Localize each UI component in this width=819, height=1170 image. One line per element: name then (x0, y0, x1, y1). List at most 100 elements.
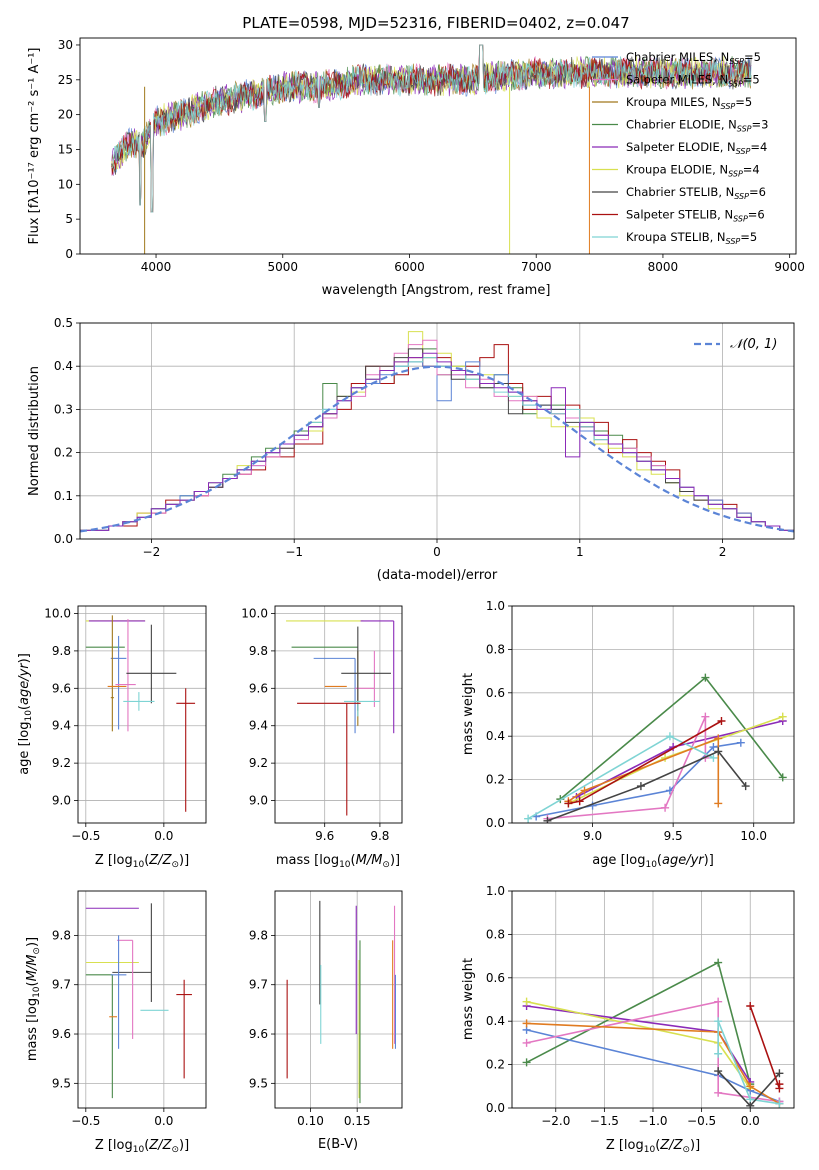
x-tick-label: −0.5 (71, 1114, 100, 1128)
legend-entry: Chabrier ELODIE, NSSP=3 (626, 118, 768, 134)
x-tick-label: 0.0 (154, 1114, 173, 1128)
x-tick-label: 0.0 (154, 829, 173, 843)
weight-point (564, 799, 573, 808)
label-part: )] (179, 1138, 189, 1153)
label-part: age [log (592, 853, 645, 868)
label-part: 10 (133, 1145, 145, 1155)
y-tick-label: 9.6 (249, 1027, 268, 1041)
y-tick-label: 0.2 (54, 446, 73, 460)
axes-frame (511, 890, 795, 1109)
weight-point (524, 814, 533, 823)
x-tick-label: 0.15 (344, 1114, 371, 1128)
weight-point (741, 782, 750, 791)
legend-tail: =6 (748, 208, 765, 222)
spectrum-line (111, 44, 752, 213)
y-axis-label: Flux [fλ10⁻¹⁷ erg cm⁻² s⁻¹ A⁻¹] (27, 48, 42, 245)
label-part: M/M (25, 955, 40, 982)
label-part: 10 (644, 1145, 656, 1155)
legend-entry: Chabrier STELIB, NSSP=6 (626, 185, 766, 201)
x-axis-label: mass [log10(M/M⊙)] (276, 853, 400, 870)
y-tick-label: 0.8 (486, 642, 505, 656)
weight-series-line (749, 1005, 781, 1089)
label-part: ( (657, 853, 662, 868)
x-tick-label: 2 (719, 545, 727, 559)
x-tick-label: 0.0 (741, 1114, 760, 1128)
y-tick-label: 9.5 (52, 1076, 71, 1090)
figure-title: PLATE=0598, MJD=52316, FIBERID=0402, z=0… (242, 14, 629, 32)
weight-point (714, 734, 723, 743)
label-part: ⊙ (382, 860, 390, 870)
label-part: age/yr (662, 853, 705, 868)
label-part: ( (17, 705, 32, 710)
mass-vs-ebv-panel: 0.10 0.15 9.5 9.6 9.7 9.8 E(B-V) (249, 890, 403, 1152)
weight-point (746, 1002, 755, 1011)
weight-point (714, 1049, 723, 1058)
label-part: )] (179, 853, 189, 868)
y-tick-label: 9.8 (249, 928, 268, 942)
y-tick-label: 0.0 (486, 816, 505, 830)
legend-name: Salpeter ELODIE, N (626, 140, 736, 154)
label-part: ( (144, 853, 149, 868)
plot-area (80, 331, 794, 539)
y-tick-label: 0.0 (54, 532, 73, 546)
y-tick-label: 0 (65, 247, 73, 261)
x-tick-label: −1.0 (638, 1114, 667, 1128)
y-tick-label: 9.0 (249, 794, 268, 808)
plot-area (111, 44, 752, 254)
y-tick-label: 0.4 (54, 359, 73, 373)
legend-name: Salpeter STELIB, N (626, 208, 733, 222)
legend-sub: SSP (729, 57, 744, 66)
label-part: ⊙ (32, 947, 42, 955)
label-part: 10 (645, 860, 657, 870)
legend-sub: SSP (726, 237, 741, 246)
plot-area (85, 903, 192, 1099)
y-tick-label: 9.8 (249, 644, 268, 658)
plot-area (286, 900, 397, 1104)
axes-frame (77, 605, 207, 824)
y-tick-label: 9.7 (249, 978, 268, 992)
x-axis-label: Z [log10(Z/Z⊙)] (606, 1138, 700, 1155)
legend-entry: Kroupa STELIB, NSSP=5 (626, 230, 757, 246)
y-axis-label: mass [log10(M/M⊙)] (25, 937, 42, 1061)
label-part: )] (25, 937, 40, 947)
y-tick-label: 9.8 (52, 644, 71, 658)
label-part: )] (704, 853, 714, 868)
y-tick-label: 0.8 (486, 927, 505, 941)
label-part: ( (351, 853, 356, 868)
weight-point (714, 799, 723, 808)
weight-series-line (526, 961, 751, 1085)
legend-sub: SSP (737, 125, 752, 134)
y-tick-label: 10.0 (44, 606, 71, 620)
x-tick-label: 7000 (521, 260, 552, 274)
weight-point (665, 732, 674, 741)
weight-series-line (567, 737, 720, 804)
legend-entry: Salpeter MILES, NSSP=5 (626, 73, 760, 89)
y-tick-label: 30 (58, 38, 73, 52)
legend-tail: =3 (752, 118, 769, 132)
label-part: age/yr (17, 662, 32, 705)
y-tick-label: 10 (58, 177, 73, 191)
legend-name: Salpeter MILES, N (626, 73, 728, 87)
weight-point (636, 782, 645, 791)
legend-name: Kroupa STELIB, N (626, 230, 726, 244)
label-part: Z/Z (659, 1138, 683, 1153)
y-axis-label: mass weight (461, 673, 476, 755)
weight-point (775, 1069, 784, 1078)
x-tick-label: −1.5 (590, 1114, 619, 1128)
x-tick-label: −0.5 (71, 829, 100, 843)
axes-frame (77, 890, 207, 1109)
weight-point (522, 997, 531, 1006)
x-tick-label: −2.0 (541, 1114, 570, 1128)
y-axis-label: Normed distribution (27, 366, 42, 496)
y-tick-label: 10.0 (241, 606, 268, 620)
x-tick-label: 9.5 (664, 829, 683, 843)
weight-point (746, 1082, 755, 1091)
x-axis-label: age [log10(age/yr)] (592, 853, 714, 870)
label-part: 10 (32, 986, 42, 998)
spectrum-panel: 4000 5000 6000 7000 8000 9000 0 5 10 15 20 25 30 wave… (27, 37, 805, 298)
plot-area (524, 673, 787, 823)
legend-tail: =5 (743, 73, 760, 87)
y-tick-label: 25 (58, 73, 73, 87)
weight-point (775, 1099, 784, 1108)
axes-frame (274, 890, 403, 1109)
